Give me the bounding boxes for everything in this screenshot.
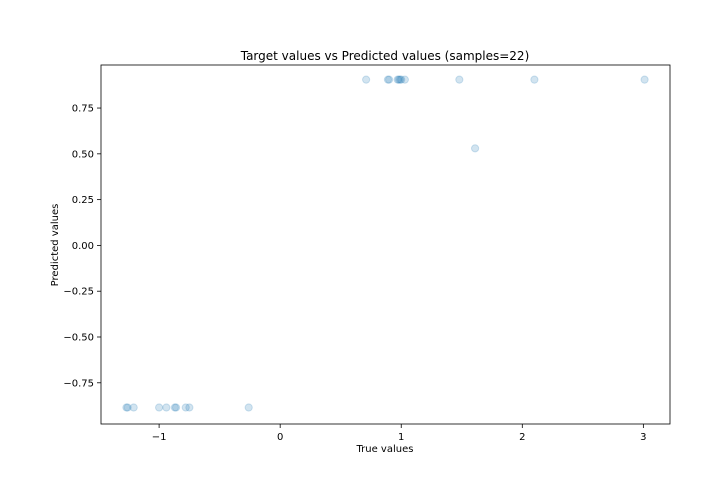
data-point [385, 75, 394, 84]
x-tick-label: −1 [152, 432, 167, 443]
data-point [181, 403, 190, 412]
y-axis-label: Predicted values [50, 204, 61, 287]
y-tick-label: 0.50 [72, 149, 94, 160]
y-tick-label: −0.25 [63, 287, 94, 298]
y-axis: −0.75 −0.50 −0.25 0.00 0.25 0.50 0.75 [63, 104, 101, 389]
data-point [397, 75, 406, 84]
data-points [122, 75, 649, 412]
plot-frame [100, 64, 671, 425]
chart-title: Target values vs Predicted values (sampl… [240, 49, 530, 63]
x-axis: −1 0 1 2 3 [152, 424, 647, 443]
data-point [122, 403, 131, 412]
data-point [400, 75, 409, 84]
data-point [362, 75, 371, 84]
data-point [394, 75, 403, 84]
y-tick-label: 0.00 [72, 241, 94, 252]
data-point [185, 403, 194, 412]
data-point [171, 403, 181, 412]
y-tick-label: 0.25 [72, 195, 94, 206]
x-tick-label: 3 [640, 432, 646, 443]
y-tick-label: 0.75 [72, 104, 94, 115]
data-point [470, 144, 480, 153]
data-point [129, 403, 138, 412]
y-tick-label: −0.50 [63, 332, 94, 343]
x-tick-label: 0 [277, 432, 283, 443]
data-point [155, 403, 164, 412]
data-point [162, 403, 171, 412]
x-tick-label: 2 [519, 432, 525, 443]
data-point [383, 75, 393, 84]
data-point [170, 403, 179, 412]
data-point [244, 403, 253, 412]
data-point [640, 75, 649, 84]
data-point [123, 403, 132, 412]
data-point [455, 75, 464, 84]
y-tick-label: −0.75 [63, 378, 94, 389]
x-tick-label: 1 [398, 432, 404, 443]
data-point [393, 75, 402, 84]
data-point [395, 75, 405, 84]
data-point [530, 75, 539, 84]
x-axis-label: True values [356, 444, 414, 455]
